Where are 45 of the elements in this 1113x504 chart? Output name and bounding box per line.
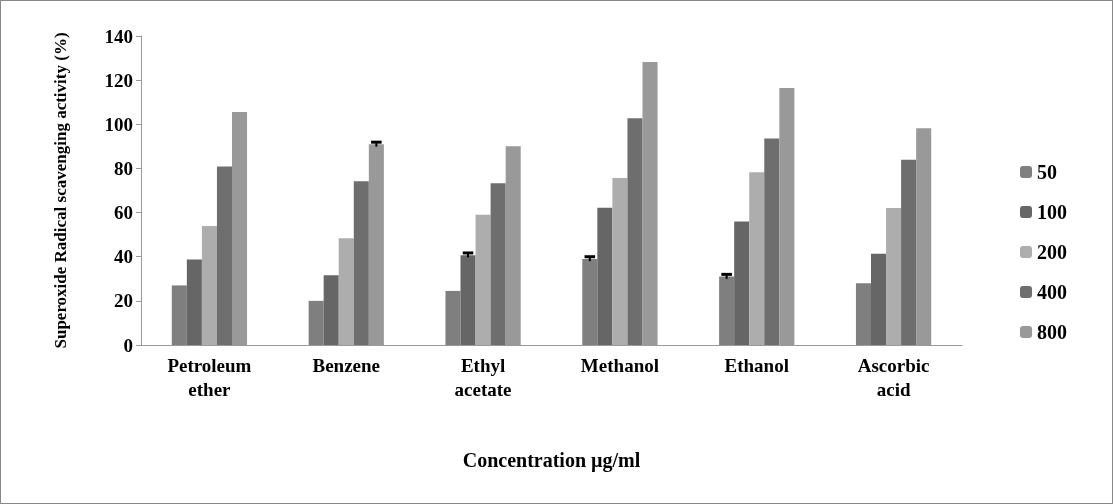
y-axis-title: Superoxide Radical scavenging activity (%)	[50, 32, 70, 349]
y-tick-label: 100	[104, 113, 133, 135]
x-tick-label: Ascorbic acid	[857, 354, 930, 400]
bar	[582, 258, 598, 345]
bar	[460, 255, 476, 345]
bar	[749, 172, 765, 345]
bar	[475, 214, 491, 345]
bar	[886, 207, 902, 345]
legend-label: 200	[1037, 241, 1067, 263]
y-tick-label: 40	[114, 246, 133, 268]
y-tick-label: 20	[114, 290, 133, 312]
y-tick-label: 80	[114, 157, 133, 179]
legend-label: 50	[1037, 161, 1057, 183]
bar	[186, 259, 202, 345]
bar	[871, 253, 887, 345]
bar	[734, 221, 750, 345]
bar	[308, 300, 324, 345]
legend-label: 400	[1037, 281, 1067, 303]
bar	[901, 159, 917, 345]
x-axis-title: Concentration µg/ml	[462, 449, 641, 472]
x-tick-label: Ethanol	[724, 354, 789, 376]
y-tick-label: 0	[123, 334, 133, 356]
x-tick-label: Methanol	[580, 354, 659, 376]
bar	[597, 207, 613, 345]
y-tick-label: 60	[114, 202, 133, 224]
x-tick-label: Ethyl acetate	[454, 354, 512, 400]
bar	[764, 138, 780, 345]
bar	[323, 275, 339, 345]
bar	[612, 177, 628, 345]
bar	[445, 290, 461, 345]
bar	[216, 166, 232, 345]
legend-label: 100	[1037, 201, 1067, 223]
bar	[353, 181, 369, 345]
x-tick-label: Petroleum ether	[167, 354, 252, 400]
bar	[490, 183, 506, 345]
x-tick-label: Benzene	[312, 354, 381, 376]
bar	[201, 226, 217, 345]
y-tick-label: 120	[104, 69, 133, 91]
bar	[171, 285, 187, 345]
legend-label: 800	[1037, 321, 1067, 343]
bar	[855, 283, 872, 345]
bar	[338, 238, 354, 345]
bar	[719, 276, 735, 345]
bar	[627, 118, 643, 345]
y-tick-label: 140	[104, 25, 133, 47]
